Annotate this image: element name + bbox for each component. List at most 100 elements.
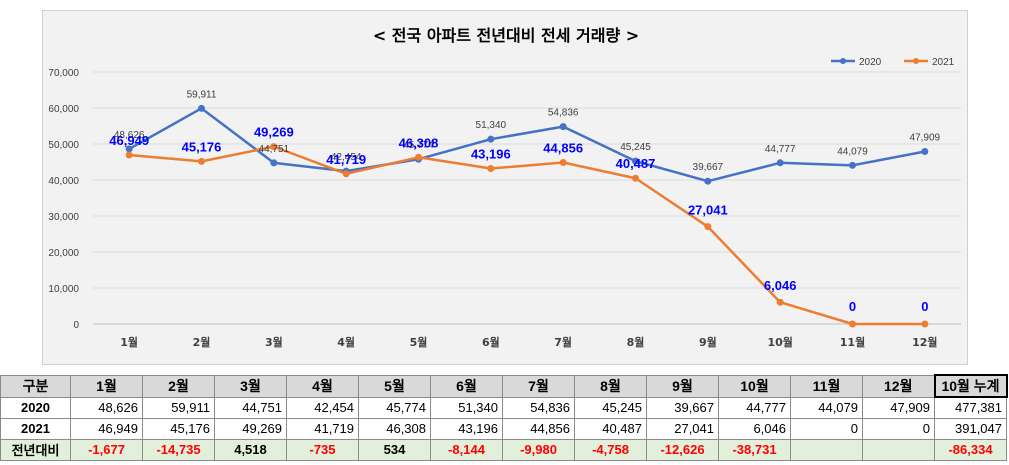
table-cell: 44,751 [214,396,287,419]
data-label-2021: 45,176 [182,139,222,154]
table-cell: 43,196 [430,417,503,440]
table-header-row: 구분 1월 2월 3월 4월 5월 6월 7월 8월 9월 10월 11월 12월 10월 누계 [0,374,1008,398]
table-cell: 45,774 [358,396,431,419]
x-tick-label: 4월 [337,335,355,349]
table-cell: 47,909 [862,396,935,419]
table-header-cell: 9월 [646,374,719,398]
data-point-2020 [776,159,784,167]
x-tick-label: 12월 [912,335,937,349]
table-cell: 4,518 [214,438,287,461]
table-cell: -8,144 [430,438,503,461]
table-cell: 48,626 [70,396,143,419]
data-point-2021 [559,159,567,167]
table-cell: 41,719 [286,417,359,440]
series-line-2020 [128,107,926,183]
table-header-cell: 4월 [286,374,359,398]
data-label-2021: 49,269 [254,125,294,140]
table-cell: 0 [862,417,935,440]
data-point-2021 [849,320,856,328]
table-cell [790,438,863,461]
table-header-cell: 10월 누계 [933,374,1008,398]
x-tick-label: 11월 [840,335,865,349]
table-cell: 391,047 [934,417,1007,440]
data-label-2020: 44,079 [837,146,868,157]
row-label: 2021 [0,417,71,440]
table-cell [862,438,935,461]
data-point-2021 [342,170,350,178]
legend-label-2021: 2021 [932,57,955,68]
table-header-cell: 3월 [214,374,287,398]
data-point-2021 [487,164,495,172]
data-label-2021: 0 [921,299,928,314]
table-cell: 40,487 [574,417,647,440]
x-tick-label: 1월 [120,335,138,349]
table-cell: 46,308 [358,417,431,440]
row-label: 전년대비 [0,438,71,461]
data-point-2020 [198,104,205,112]
table-cell: 44,856 [502,417,575,440]
data-point-2020 [632,157,639,165]
y-tick-label: 20,000 [48,248,79,259]
table-row: 2021 46,949 45,176 49,269 41,719 46,308 43,196… [0,417,1007,440]
data-label-2020: 39,667 [693,162,724,173]
data-point-2020 [125,145,133,153]
data-point-2020 [487,135,495,143]
table-cell: 59,911 [142,396,215,419]
data-label-2021: 44,856 [543,141,583,156]
data-point-2020 [849,161,856,169]
data-label-2020: 51,340 [476,120,507,131]
data-label-2021: 6,046 [764,278,797,293]
table-cell: -86,334 [934,438,1007,461]
data-label-2021: 27,041 [688,203,728,218]
data-point-2021 [198,157,205,165]
series-line-2021 [129,145,925,326]
table-header-cell: 7월 [502,374,575,398]
data-label-2021: 46,949 [109,133,149,148]
table-row: 전년대비 -1,677 -14,735 4,518 -735 534 -8,144 -9,98… [0,438,1007,461]
data-label-2020: 45,245 [620,142,651,153]
data-label-2020: 44,777 [765,144,796,155]
table-cell: 0 [790,417,863,440]
table-cell: -4,758 [574,438,647,461]
legend-marker-2021 [913,58,919,64]
table-header-cell: 5월 [358,374,431,398]
data-point-2021 [125,151,133,159]
table-header-cell: 10월 [718,374,791,398]
data-label-2020: 48,626 [114,130,145,141]
y-tick-label: 50,000 [48,140,79,151]
data-table: 구분 1월 2월 3월 4월 5월 6월 7월 8월 9월 10월 11월 12월 10월 누계 2020 4… [0,374,1008,461]
x-tick-label: 10월 [767,335,792,349]
table-cell: -38,731 [718,438,791,461]
row-label: 2020 [0,396,71,419]
data-label-2021: 0 [849,299,856,314]
data-point-2020 [270,159,278,167]
data-point-2020 [704,177,712,185]
line-chart: < 전국 아파트 전년대비 전세 거래량 > 0 10,000 20,000 30,00… [48,26,961,349]
x-tick-label: 2월 [193,335,211,349]
y-tick-label: 60,000 [48,104,79,115]
table-cell: 534 [358,438,431,461]
x-tick-label: 9월 [699,335,717,349]
table-cell: 44,079 [790,396,863,419]
table-cell: 51,340 [430,396,503,419]
data-label-2020: 42,454 [331,152,362,163]
y-tick-label: 10,000 [48,284,79,295]
table-cell: 45,176 [142,417,215,440]
table-cell: -12,626 [646,438,719,461]
data-label-2021: 40,487 [616,156,656,171]
data-point-2021 [632,174,639,182]
table-header-cell: 6월 [430,374,503,398]
table-cell: -1,677 [70,438,143,461]
data-label-2021: 41,719 [326,152,366,167]
table-cell: 477,381 [934,396,1007,419]
table-cell: 39,667 [646,396,719,419]
chart-title: < 전국 아파트 전년대비 전세 거래량 > [373,26,639,45]
data-label-2020: 47,909 [910,133,941,144]
data-label-2020: 45,774 [403,140,434,151]
table-cell: 6,046 [718,417,791,440]
x-tick-label: 8월 [627,335,645,349]
data-point-2021 [704,223,712,231]
chart-area: < 전국 아파트 전년대비 전세 거래량 > 0 10,000 20,000 30,00… [42,10,968,365]
legend-label-2020: 2020 [859,57,882,68]
table-cell: 44,777 [718,396,791,419]
